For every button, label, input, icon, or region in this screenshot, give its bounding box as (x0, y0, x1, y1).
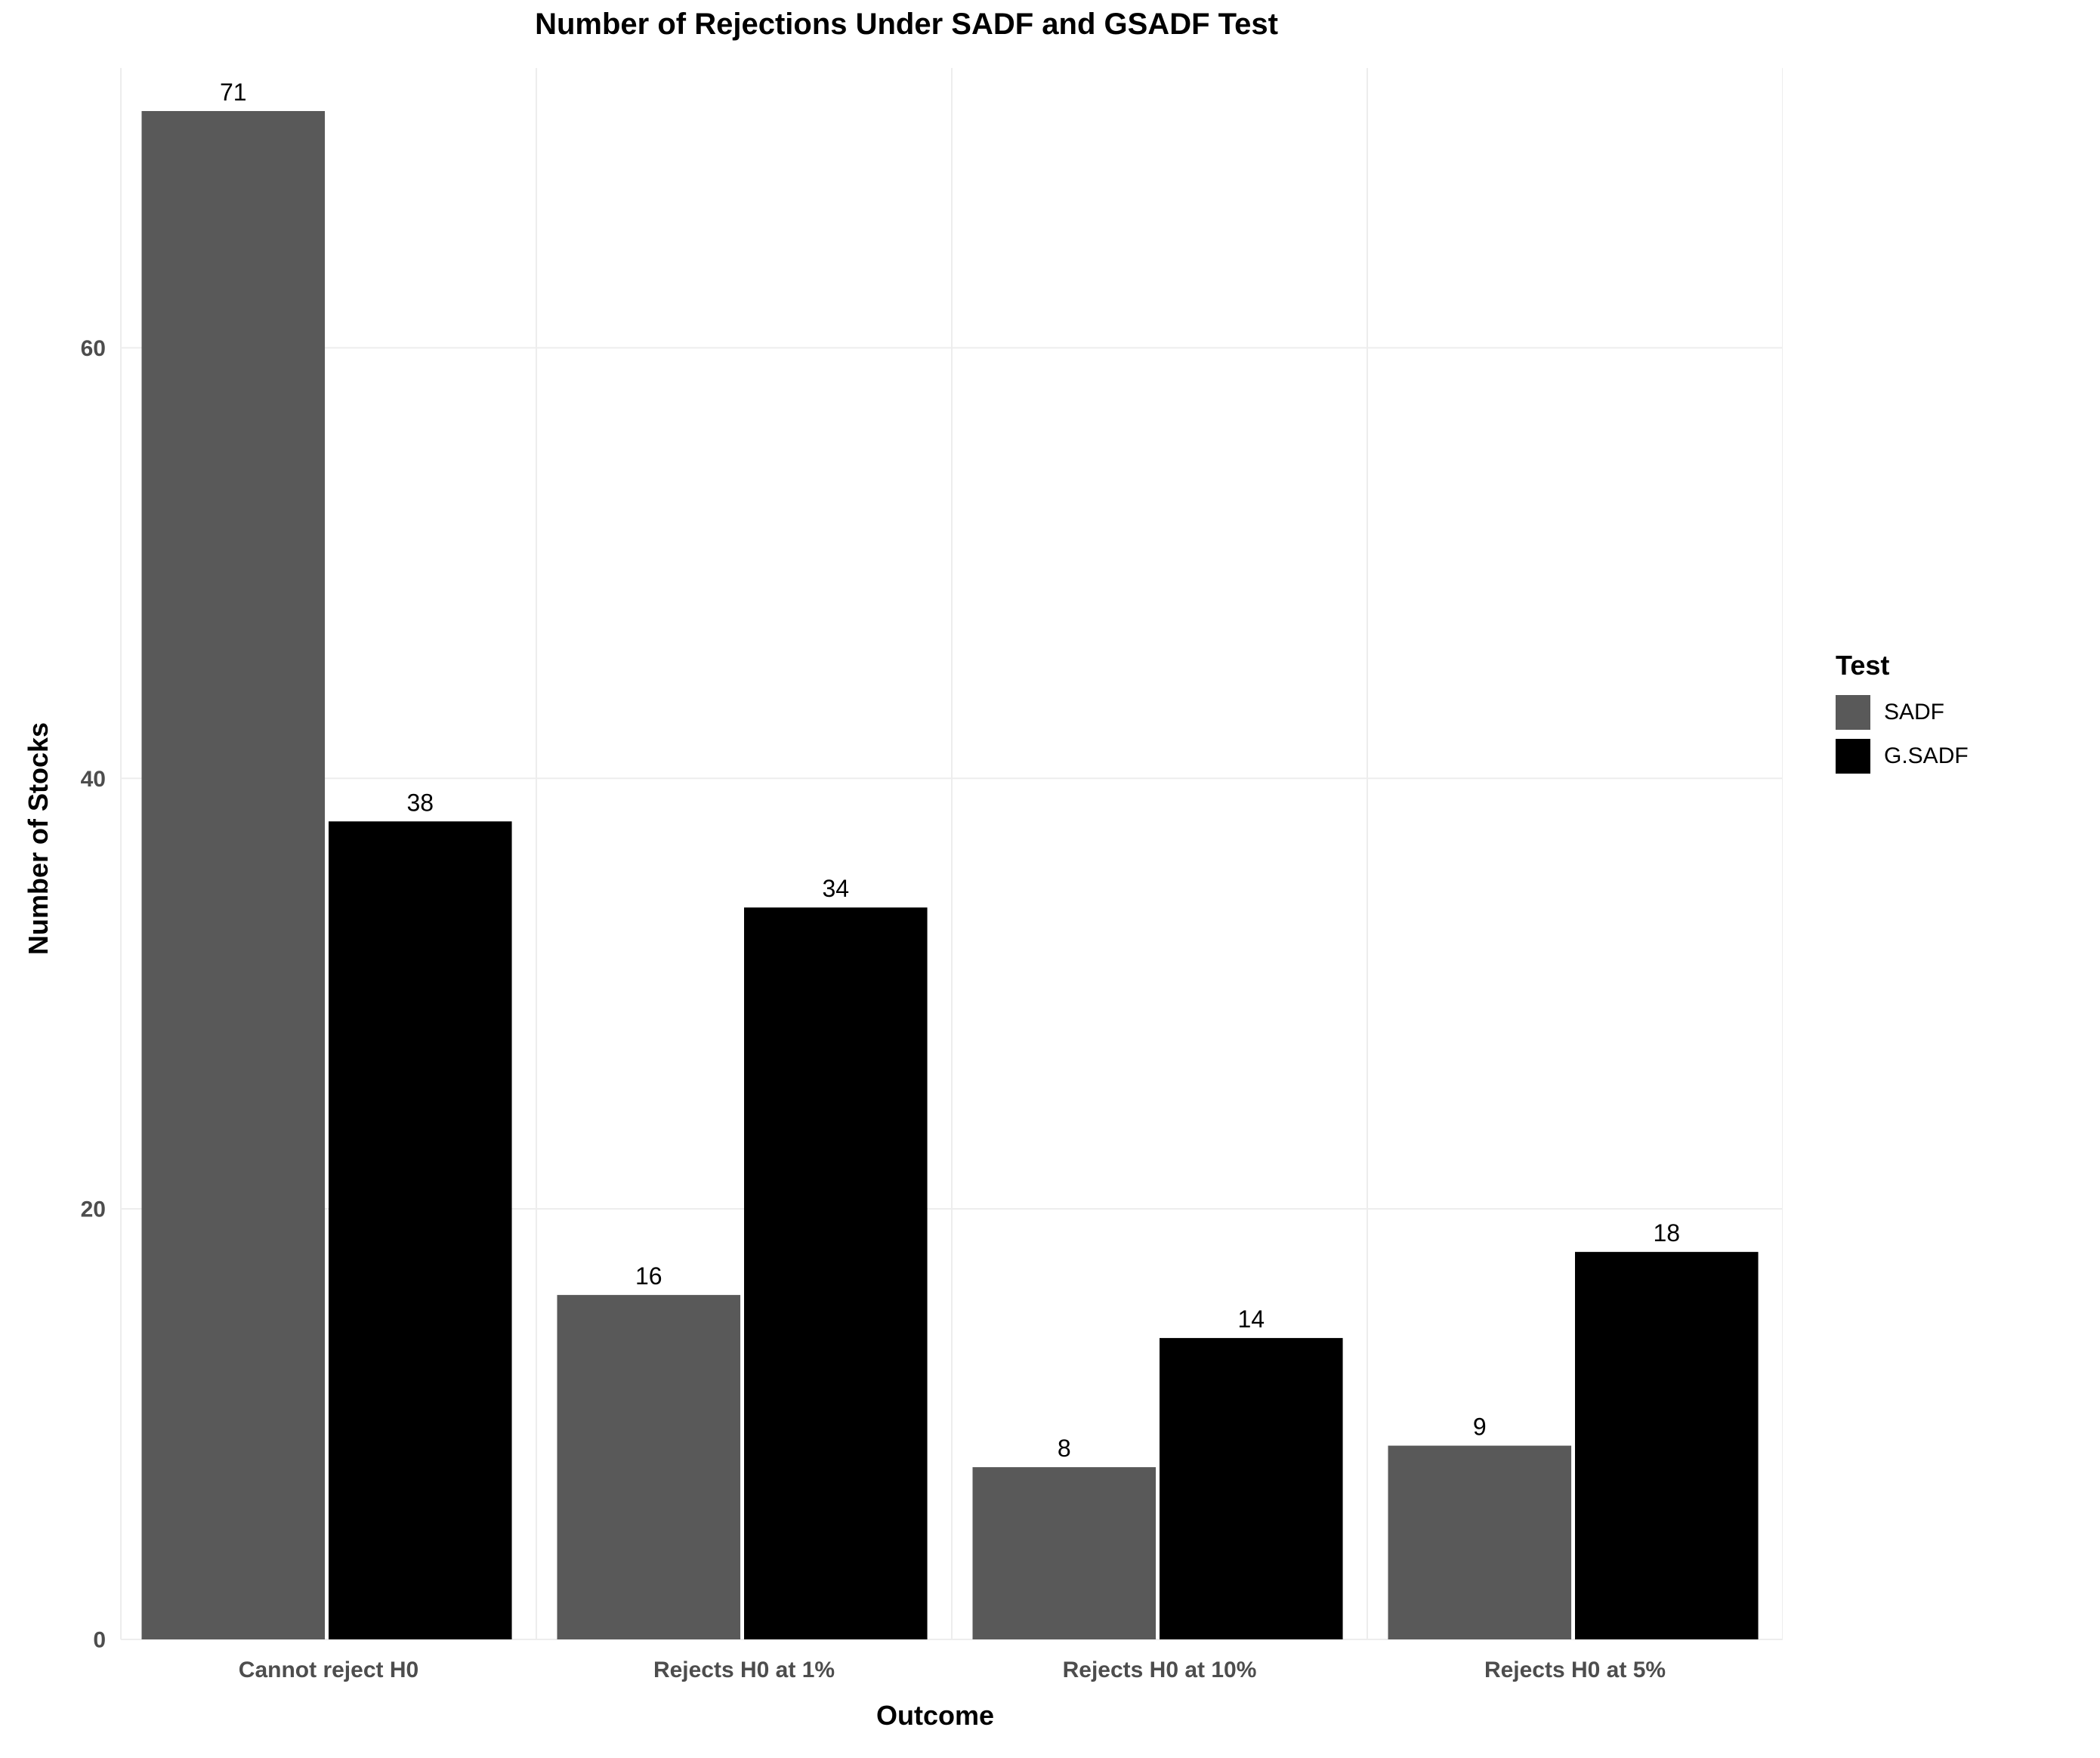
legend-title: Test (1836, 650, 1969, 681)
bar (973, 1467, 1157, 1639)
legend-swatch (1836, 695, 1870, 730)
x-tick-label: Rejects H0 at 10% (1063, 1658, 1257, 1682)
bar-value-label: 8 (1058, 1435, 1071, 1462)
bar-value-label: 14 (1237, 1305, 1265, 1333)
x-tick-label: Rejects H0 at 1% (653, 1658, 835, 1682)
bar (1575, 1252, 1759, 1639)
x-tick-label: Rejects H0 at 5% (1484, 1658, 1666, 1682)
chart-canvas: Number of Rejections Under SADF and GSAD… (0, 0, 2100, 1758)
bar-value-label: 34 (822, 875, 849, 902)
bar-value-label: 38 (406, 789, 434, 816)
bar-value-label: 16 (635, 1262, 662, 1290)
chart-title: Number of Rejections Under SADF and GSAD… (0, 8, 1813, 42)
legend-item: SADF (1836, 695, 1969, 730)
bar (142, 111, 326, 1639)
bar-value-label: 18 (1653, 1219, 1680, 1247)
legend-label: G.SADF (1884, 743, 1969, 769)
legend-item: G.SADF (1836, 739, 1969, 774)
y-axis-label: Number of Stocks (23, 687, 54, 990)
x-axis-label: Outcome (876, 1700, 994, 1732)
y-tick-label: 60 (81, 336, 106, 361)
bar (557, 1295, 741, 1639)
bar (744, 907, 928, 1639)
chart-plot: 0 20 40 60 Cannot reject H0 Rejects H0 at 1% R… (53, 68, 1783, 1730)
y-tick-label: 0 (93, 1628, 106, 1653)
legend-label: SADF (1884, 700, 1944, 725)
bar (1160, 1338, 1343, 1639)
x-tick-label: Cannot reject H0 (239, 1658, 418, 1682)
y-tick-label: 40 (81, 767, 106, 792)
bar-value-label: 9 (1473, 1414, 1487, 1441)
legend-swatch (1836, 739, 1870, 774)
legend-items: SADF G.SADF (1836, 695, 1969, 774)
bar (329, 821, 512, 1639)
bar (1388, 1446, 1572, 1639)
bar-value-label: 71 (220, 79, 247, 106)
legend: Test SADF G.SADF (1836, 650, 1969, 783)
y-tick-label: 20 (81, 1197, 106, 1222)
